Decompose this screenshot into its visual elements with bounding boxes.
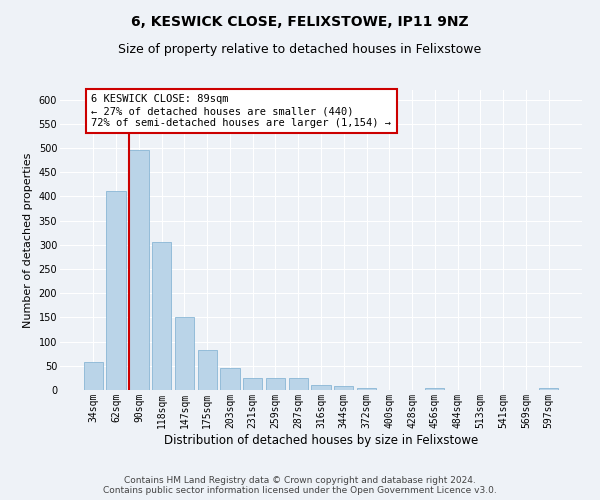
- Bar: [289, 378, 308, 390]
- Bar: [152, 242, 172, 390]
- Text: Size of property relative to detached houses in Felixstowe: Size of property relative to detached ho…: [118, 42, 482, 56]
- Text: 6 KESWICK CLOSE: 89sqm
← 27% of detached houses are smaller (440)
72% of semi-de: 6 KESWICK CLOSE: 89sqm ← 27% of detached…: [91, 94, 391, 128]
- Bar: [425, 388, 445, 390]
- Bar: [84, 362, 103, 390]
- Text: 6, KESWICK CLOSE, FELIXSTOWE, IP11 9NZ: 6, KESWICK CLOSE, FELIXSTOWE, IP11 9NZ: [131, 15, 469, 29]
- Bar: [243, 378, 262, 390]
- X-axis label: Distribution of detached houses by size in Felixstowe: Distribution of detached houses by size …: [164, 434, 478, 446]
- Bar: [106, 190, 126, 390]
- Bar: [220, 368, 239, 390]
- Bar: [129, 150, 149, 390]
- Bar: [197, 350, 217, 390]
- Bar: [175, 318, 194, 390]
- Bar: [266, 378, 285, 390]
- Text: Contains HM Land Registry data © Crown copyright and database right 2024.
Contai: Contains HM Land Registry data © Crown c…: [103, 476, 497, 495]
- Bar: [311, 385, 331, 390]
- Bar: [539, 388, 558, 390]
- Bar: [357, 388, 376, 390]
- Bar: [334, 386, 353, 390]
- Y-axis label: Number of detached properties: Number of detached properties: [23, 152, 33, 328]
